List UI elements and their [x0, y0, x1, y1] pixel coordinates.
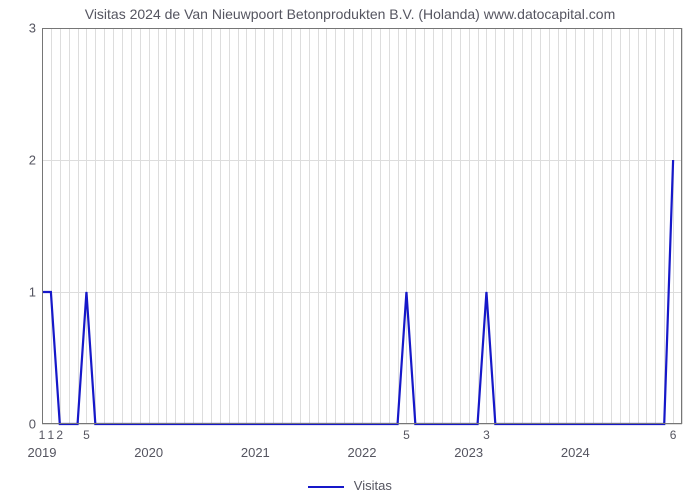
x-value-label: 1	[48, 428, 55, 442]
x-value-label: 2	[56, 428, 63, 442]
x-year-label: 2019	[28, 445, 57, 460]
x-value-label: 5	[403, 428, 410, 442]
x-year-label: 2020	[134, 445, 163, 460]
grid-line-v	[682, 28, 683, 424]
plot-area: 0123	[42, 28, 682, 424]
chart-title: Visitas 2024 de Van Nieuwpoort Betonprod…	[0, 6, 700, 22]
x-year-label: 2022	[348, 445, 377, 460]
series-polyline	[42, 160, 673, 424]
y-tick-label: 3	[29, 21, 42, 36]
x-value-label: 3	[483, 428, 490, 442]
x-year-label: 2023	[454, 445, 483, 460]
line-series	[42, 28, 682, 424]
x-value-label: 1	[39, 428, 46, 442]
chart-container: Visitas 2024 de Van Nieuwpoort Betonprod…	[0, 0, 700, 500]
legend-label: Visitas	[354, 478, 392, 493]
x-value-label: 5	[83, 428, 90, 442]
y-tick-label: 2	[29, 153, 42, 168]
x-year-label: 2024	[561, 445, 590, 460]
legend: Visitas	[0, 478, 700, 493]
legend-swatch	[308, 486, 344, 488]
y-tick-label: 1	[29, 285, 42, 300]
x-value-label: 6	[670, 428, 677, 442]
x-year-label: 2021	[241, 445, 270, 460]
